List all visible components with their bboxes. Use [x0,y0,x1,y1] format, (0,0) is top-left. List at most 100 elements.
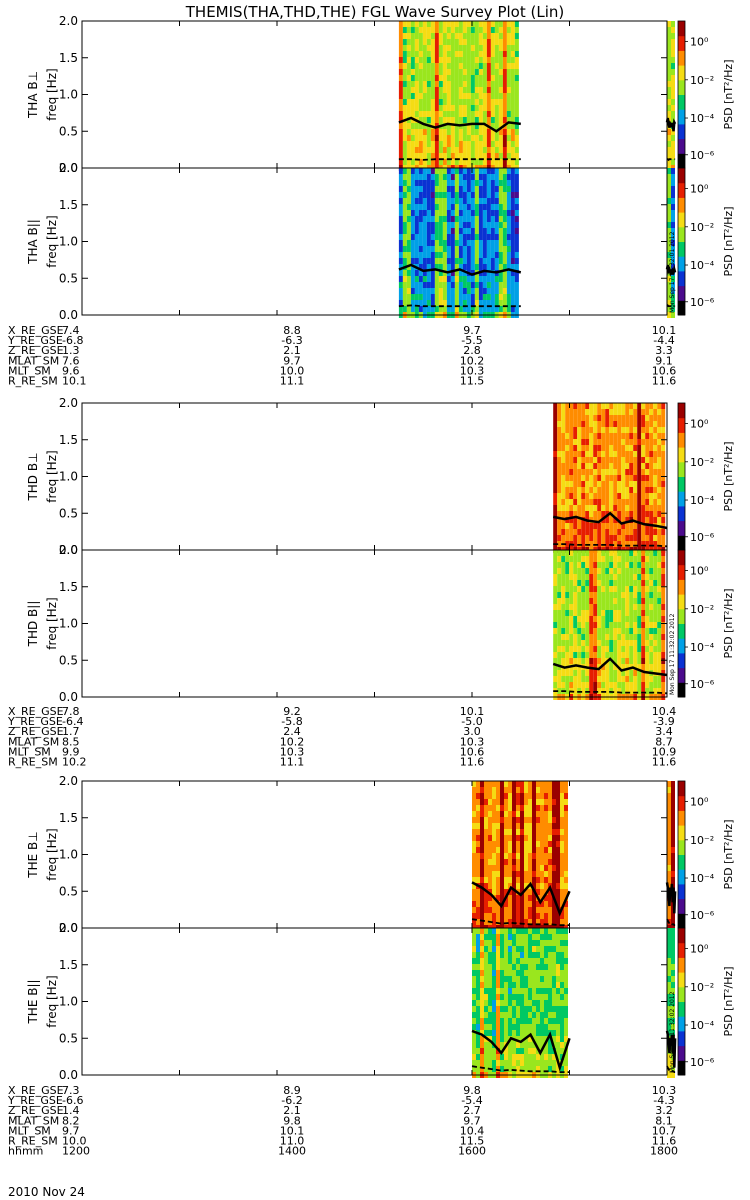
spectrogram-cell [633,475,638,481]
spectrogram-cell [577,586,582,592]
spectrogram-cell [504,988,508,994]
spectrogram-cell [502,234,507,240]
spectrogram-cell [581,493,586,499]
spectrogram-cell [510,300,515,306]
spectrogram-cell [671,264,675,270]
spectrogram-cell [581,427,586,433]
spectrogram-cell [564,1006,568,1012]
spectrogram-cell [472,889,476,895]
spectrogram-cell [430,282,435,288]
spectrogram-cell [540,928,544,934]
spectrogram-cell [573,664,578,670]
spectrogram-cell [450,57,455,63]
spectrogram-cell [621,463,626,469]
spectrogram-cell [484,793,488,799]
spectrogram-cell [512,1054,516,1060]
spectrogram-cell [667,970,671,976]
spectrogram-cell [565,511,570,517]
spectrogram-cell [484,781,488,787]
spectrogram-cell [510,210,515,216]
spectrogram-cell [486,258,491,264]
spectrogram-cell [577,682,582,688]
spectrogram-cell [661,646,666,652]
spectrogram-cell [629,523,634,529]
spectrogram-cell [552,901,556,907]
spectrogram-cell [486,33,491,39]
spectrogram-cell [510,264,515,270]
spectrogram-cell [414,21,419,27]
spectrogram-cell [605,628,610,634]
spectrogram-cell [512,982,516,988]
spectrogram-cell [466,198,471,204]
spectrogram-cell [556,793,560,799]
colorbar-label: PSD [nT²/Hz] [722,819,735,889]
spectrogram-cell [442,180,447,186]
spectrogram-cell [498,39,503,45]
spectrogram-cell [625,535,630,541]
spectrogram-cell [492,958,496,964]
spectrogram-cell [548,1018,552,1024]
spectrogram-cell [512,1012,516,1018]
spectrogram-cell [512,1018,516,1024]
spectrogram-cell [560,835,564,841]
spectrogram-cell [625,550,630,556]
spectrogram-cell [516,928,520,934]
ephemeris-value: 9.9 [62,745,80,758]
spectrogram-cell [498,258,503,264]
fce-line [398,116,521,133]
spectrogram-cell [524,1060,528,1066]
spectrogram-cell [601,664,606,670]
spectrogram-cell [494,300,499,306]
spectrogram-cell [641,481,646,487]
spectrogram-cell [544,976,548,982]
spectrogram-cell [476,1066,480,1072]
spectrogram-cell [649,427,654,433]
spectrogram-cell [426,174,431,180]
spectrogram-cell [564,1012,568,1018]
spectrogram-cell [667,306,671,312]
spectrogram-cell [466,240,471,246]
spectrogram-cell [462,57,467,63]
spectrogram-cell [434,81,439,87]
spectrogram-cell [637,451,642,457]
spectrogram-cell [514,57,519,63]
spectrogram-cell [402,216,407,222]
spectrogram-cell [470,141,475,147]
spectrogram-cell [496,934,500,940]
spectrogram-cell [667,234,671,240]
spectrogram-cell [524,823,528,829]
spectrogram-cell [410,51,415,57]
spectrogram-cell [498,198,503,204]
spectrogram-cell [601,598,606,604]
spectrogram-cell [633,682,638,688]
ephemeris-value: 7.3 [62,1084,80,1097]
spectrogram-cell [520,919,524,925]
spectrogram-cell [472,1054,476,1060]
spectrogram-cell [524,952,528,958]
spectrogram-cell [561,604,566,610]
spectrogram-cell [466,234,471,240]
spectrogram-cell [556,883,560,889]
spectrogram-cell [410,168,415,174]
spectrogram-cell [492,841,496,847]
spectrogram-cell [482,186,487,192]
spectrogram-cell [617,688,622,694]
spectrogram-cell [641,646,646,652]
spectrogram-cell [484,952,488,958]
spectrogram-cell [496,964,500,970]
spectrogram-cell [528,928,532,934]
spectrogram-cell [500,934,504,940]
spectrogram-cell [667,964,671,970]
spectrogram-cell [492,1024,496,1030]
spectrogram-cell [589,469,594,475]
spectrogram-cell [418,153,423,159]
spectrogram-cell [430,258,435,264]
spectrogram-cell [657,586,662,592]
spectrogram-cell [581,463,586,469]
spectrogram-cell [649,622,654,628]
spectrogram-cell [482,123,487,129]
spectrogram-cell [560,871,564,877]
spectrogram-cell [438,39,443,45]
spectrogram-cell [488,1012,492,1018]
spectrogram-cell [653,676,658,682]
